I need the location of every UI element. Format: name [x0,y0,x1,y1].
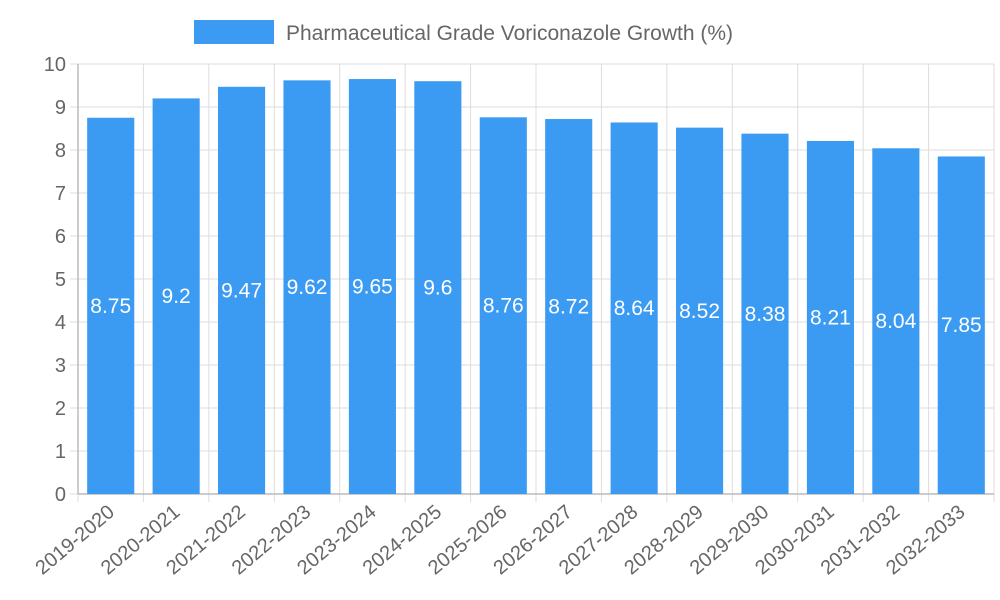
bar-value-label: 8.76 [483,295,524,318]
y-tick-label: 10 [44,54,66,76]
bar-value-label: 8.21 [810,306,851,329]
y-tick-label: 2 [55,398,66,420]
bar-2032-2033[interactable] [937,156,985,494]
bar-2022-2023[interactable] [283,80,331,494]
bar-2024-2025[interactable] [414,81,462,494]
bar-value-label: 9.62 [287,276,328,299]
bar-value-label: 9.47 [221,279,262,302]
bar-2020-2021[interactable] [152,98,200,495]
bar-2023-2024[interactable] [348,79,396,495]
bar-value-label: 8.64 [614,297,655,320]
bar-2025-2026[interactable] [479,117,527,494]
y-tick-label: 3 [55,355,66,377]
grid [70,63,995,502]
legend-label: Pharmaceutical Grade Voriconazole Growth… [286,22,733,45]
bar-value-label: 9.65 [352,276,393,299]
y-tick-label: 0 [55,484,66,506]
bar-2030-2031[interactable] [806,140,854,494]
bar-2031-2032[interactable] [872,148,920,494]
bar-value-label: 7.85 [941,314,982,337]
bar-2028-2029[interactable] [676,127,724,494]
y-tick-label: 7 [55,183,66,205]
y-axis-ticks: 0 1 2 3 4 5 6 7 8 9 10 [44,54,66,506]
bar-value-label: 8.04 [875,310,916,333]
legend-swatch [194,20,274,44]
x-axis-ticks: 2019-20202020-20212021-20222022-20232023… [32,501,970,579]
bar-2027-2028[interactable] [610,122,658,494]
bar-2019-2020[interactable] [87,117,135,494]
bar-value-label: 8.38 [745,303,786,326]
y-tick-label: 9 [55,97,66,119]
y-tick-label: 1 [55,441,66,463]
bar-2029-2030[interactable] [741,133,789,494]
y-tick-label: 4 [55,312,66,334]
bar-value-label: 9.2 [162,285,191,308]
y-tick-label: 5 [55,269,66,291]
bar-value-label: 9.6 [423,277,452,300]
bar-value-label: 8.52 [679,300,720,323]
bars [87,79,985,495]
y-tick-label: 6 [55,226,66,248]
bar-value-label: 8.72 [548,296,589,319]
bar-labels: 8.75 9.2 9.47 9.62 9.65 9.6 8.76 8.72 8.64 8.52 8.… [90,276,981,338]
bar-2021-2022[interactable] [218,86,266,494]
bar-value-label: 8.75 [90,295,131,318]
y-tick-label: 8 [55,140,66,162]
bar-2026-2027[interactable] [545,119,593,494]
legend[interactable]: Pharmaceutical Grade Voriconazole Growth… [194,20,733,45]
